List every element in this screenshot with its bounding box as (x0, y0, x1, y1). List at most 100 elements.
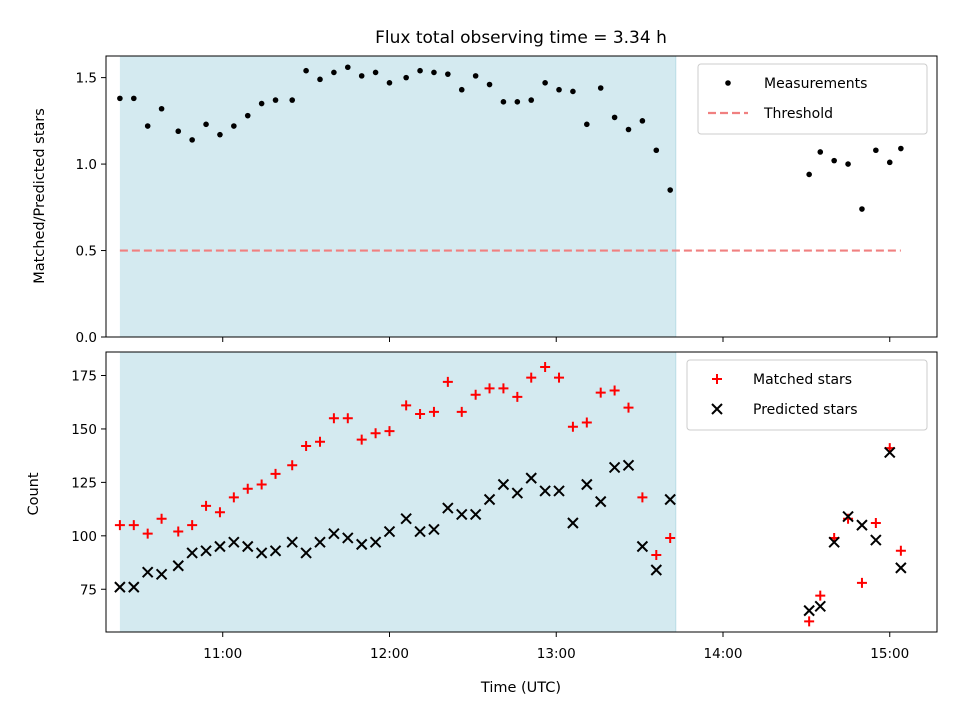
predicted-star-point (856, 519, 868, 531)
predicted-star-point (595, 495, 607, 508)
matched-star-point (214, 507, 225, 518)
measurement-point (611, 114, 618, 121)
measurement-point (556, 86, 562, 93)
measurement-point (542, 80, 548, 86)
measurement-point (514, 99, 521, 105)
measurement-point (203, 121, 209, 128)
predicted-star-point (581, 478, 593, 491)
matched-star-point (442, 376, 453, 387)
matched-star-point (595, 387, 606, 398)
predicted-star-point (650, 564, 663, 576)
bottom-shaded-interval (119, 352, 676, 632)
matched-star-point (484, 383, 495, 394)
matched-star-point (512, 391, 523, 402)
bottom-axes-frame (105, 351, 938, 633)
top-y-tick-label: 0.0 (76, 330, 97, 346)
matched-star-point (173, 526, 184, 537)
matched-star-point (895, 545, 906, 556)
measurement-point (570, 88, 576, 95)
measurement-point (117, 95, 123, 102)
measurement-point (317, 76, 323, 83)
matched-star-point (870, 517, 881, 528)
measurement-point (258, 100, 265, 107)
matched-star-point (142, 528, 153, 539)
predicted-star-point (456, 508, 468, 521)
measurement-point (831, 157, 837, 164)
measurement-point (458, 86, 465, 93)
measurement-point (845, 161, 851, 167)
top-panel: 0.0 0.5 1.0 1.5 Measurements Threshold (76, 55, 938, 346)
matched-star-point (114, 520, 125, 531)
legend-box (697, 63, 928, 135)
measurement-point (403, 74, 409, 81)
matched-star-point (498, 383, 509, 394)
predicted-star-point (342, 532, 354, 544)
matched-star-point (342, 413, 353, 424)
matched-star-point (156, 513, 167, 524)
measurement-point (806, 171, 812, 178)
bottom-y-tick-label: 175 (71, 369, 97, 385)
measurement-point (597, 85, 604, 91)
predicted-star-point (383, 525, 396, 538)
matched-star-point (526, 372, 537, 383)
measurement-point (272, 97, 279, 103)
measurement-point (175, 128, 182, 135)
predicted-star-point (286, 536, 298, 548)
legend-label: Matched stars (753, 372, 852, 388)
top-y-axis-label: Matched/Predicted stars (32, 108, 48, 284)
predicted-star-point (269, 545, 282, 557)
matched-star-point (256, 479, 267, 490)
measurement-point (358, 73, 365, 79)
predicted-star-point (141, 566, 154, 578)
matched-star-point (470, 389, 481, 400)
bottom-series-predicted-stars (114, 446, 907, 617)
predicted-star-point (828, 536, 840, 548)
matched-star-point (456, 406, 467, 417)
x-axis-label: Time (UTC) (480, 680, 561, 696)
top-y-tick-label: 0.5 (76, 244, 97, 260)
measurement-point (130, 95, 137, 102)
measurement-point (158, 105, 165, 112)
matched-star-point (581, 417, 592, 428)
measurement-point (417, 67, 423, 74)
matched-star-point (623, 402, 634, 413)
matched-star-point (401, 400, 412, 411)
x-tick-label: 13:00 (537, 646, 576, 662)
predicted-star-point (200, 545, 212, 557)
matched-star-point (128, 520, 139, 531)
legend-label: Threshold (763, 106, 833, 122)
matched-star-point (665, 532, 676, 543)
matched-star-point (356, 434, 367, 445)
measurement-point (873, 147, 879, 154)
matched-star-point (567, 421, 578, 432)
predicted-star-point (214, 540, 226, 553)
top-y-tick-label: 1.5 (76, 71, 97, 87)
matched-star-point (856, 577, 867, 588)
matched-star-point (609, 385, 620, 396)
predicted-star-point (155, 568, 168, 580)
bottom-y-tick-label: 75 (80, 582, 97, 598)
measurement-point (303, 67, 309, 74)
legend-measurements-swatch (725, 80, 731, 86)
bottom-y-axis-label: Count (26, 472, 42, 515)
measurement-point (431, 69, 437, 76)
measurement-point (244, 112, 251, 119)
predicted-star-point (428, 523, 440, 536)
predicted-star-point (803, 604, 815, 617)
measurement-point (653, 147, 660, 154)
predicted-star-point (884, 446, 896, 459)
bottom-y-tick-label: 150 (71, 422, 97, 438)
measurement-point (344, 64, 351, 71)
matched-star-point (428, 406, 439, 417)
predicted-star-point (895, 562, 907, 574)
matched-star-point (301, 441, 312, 452)
legend-label: Measurements (764, 76, 867, 92)
chart-title: Flux total observing time = 3.34 h (375, 28, 667, 48)
top-shaded-interval (119, 56, 676, 337)
legend-box (686, 359, 928, 431)
predicted-star-point (842, 510, 854, 523)
measurement-point (445, 71, 451, 77)
predicted-star-point (870, 534, 882, 546)
predicted-star-point (172, 560, 184, 572)
